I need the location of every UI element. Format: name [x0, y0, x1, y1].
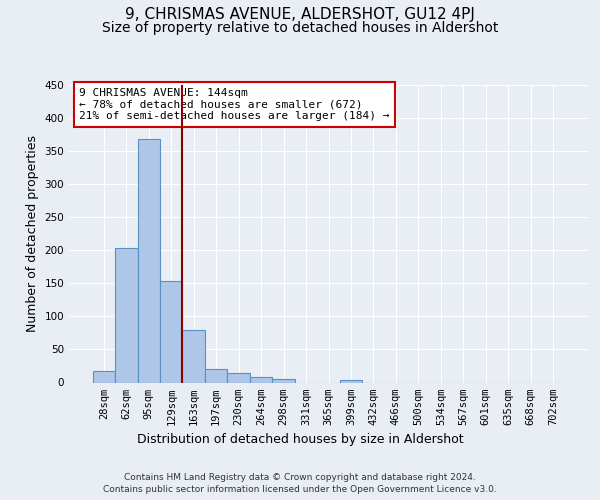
Y-axis label: Number of detached properties: Number of detached properties — [26, 135, 39, 332]
Text: 9, CHRISMAS AVENUE, ALDERSHOT, GU12 4PJ: 9, CHRISMAS AVENUE, ALDERSHOT, GU12 4PJ — [125, 8, 475, 22]
Bar — [137, 139, 160, 382]
Bar — [160, 282, 182, 382]
Bar — [250, 377, 272, 382]
Bar — [92, 370, 115, 382]
Bar — [205, 368, 227, 382]
Text: 9 CHRISMAS AVENUE: 144sqm
← 78% of detached houses are smaller (672)
21% of semi: 9 CHRISMAS AVENUE: 144sqm ← 78% of detac… — [79, 88, 390, 121]
Bar — [340, 380, 362, 382]
Text: Size of property relative to detached houses in Aldershot: Size of property relative to detached ho… — [102, 21, 498, 35]
Text: Contains public sector information licensed under the Open Government Licence v3: Contains public sector information licen… — [103, 485, 497, 494]
Bar — [272, 378, 295, 382]
Text: Contains HM Land Registry data © Crown copyright and database right 2024.: Contains HM Land Registry data © Crown c… — [124, 472, 476, 482]
Text: Distribution of detached houses by size in Aldershot: Distribution of detached houses by size … — [137, 432, 463, 446]
Bar — [182, 330, 205, 382]
Bar — [227, 372, 250, 382]
Bar — [115, 248, 137, 382]
